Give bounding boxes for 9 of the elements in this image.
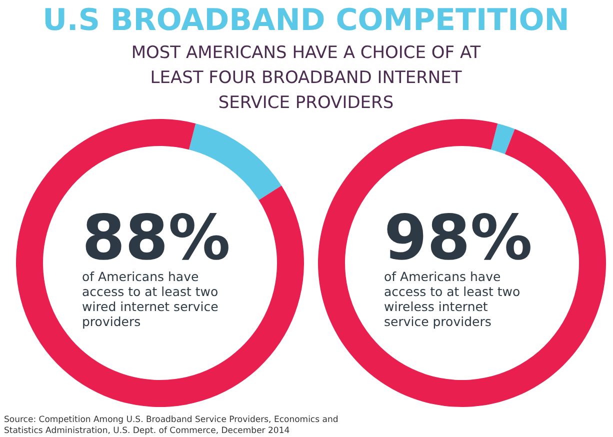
text: of Americans have access to at least two wired internet service providers	[82, 269, 219, 329]
donut-slice	[188, 123, 282, 200]
donut-slice	[16, 119, 304, 407]
chart-title: U.S BROADBAND COMPETITION	[42, 3, 570, 38]
source-note: Source: Competition Among U.S. Broadband Service Providers, Economics and Statistics Administration, U.S. Dept. of Commerce, December 2014	[4, 415, 338, 436]
donut-slice	[490, 123, 515, 154]
donut-slice	[318, 119, 606, 407]
text: of Americans have access to at least two wireless internet service providers	[384, 269, 520, 329]
chart-subtitle: MOST AMERICANS HAVE A CHOICE OF AT LEAST FOUR BROADBAND INTERNET SERVICE PROVIDERS	[131, 43, 482, 113]
